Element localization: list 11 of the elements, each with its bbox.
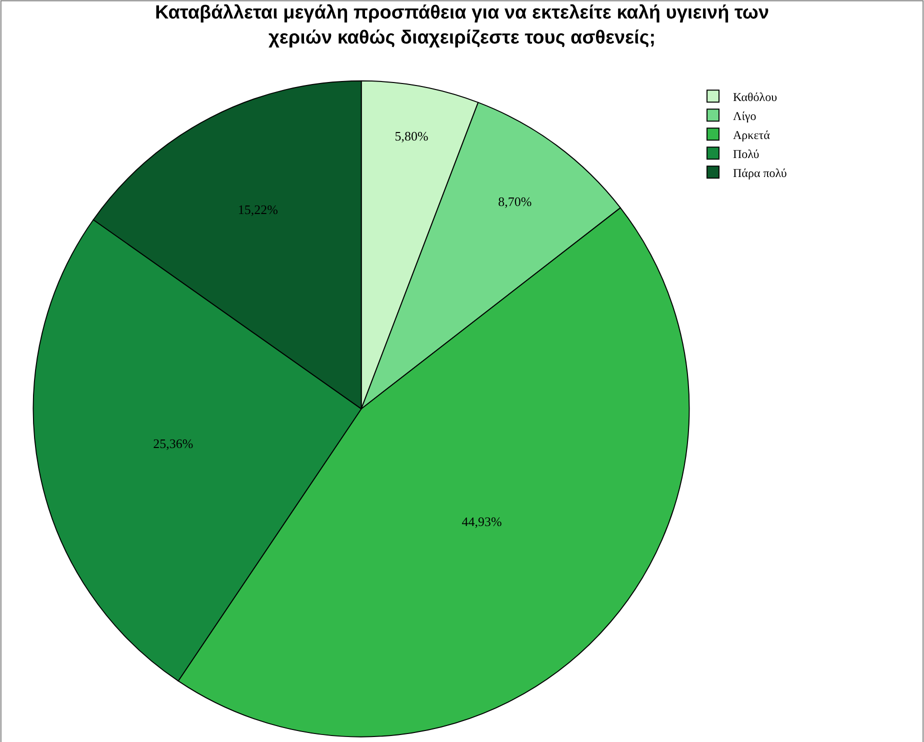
chart-title: Καταβάλλεται μεγάλη προσπάθεια για να εκτελείτε καλή υγιεινή των χεριών καθώς διαχειρίζεστε τους ασθενείς; xyxy=(154,2,770,48)
data-label: 25,36% xyxy=(153,436,194,451)
legend-label: Πολύ xyxy=(733,146,760,161)
legend-label: Πάρα πολύ xyxy=(733,166,787,180)
legend-label: Καθόλου xyxy=(733,90,778,104)
legend-label: Λίγο xyxy=(733,108,756,123)
legend-label: Αρκετά xyxy=(733,128,771,142)
data-label: 5,80% xyxy=(394,128,428,144)
data-label: 8,70% xyxy=(498,194,532,209)
data-label: 15,22% xyxy=(238,202,278,217)
data-label: 44,93% xyxy=(462,514,502,530)
